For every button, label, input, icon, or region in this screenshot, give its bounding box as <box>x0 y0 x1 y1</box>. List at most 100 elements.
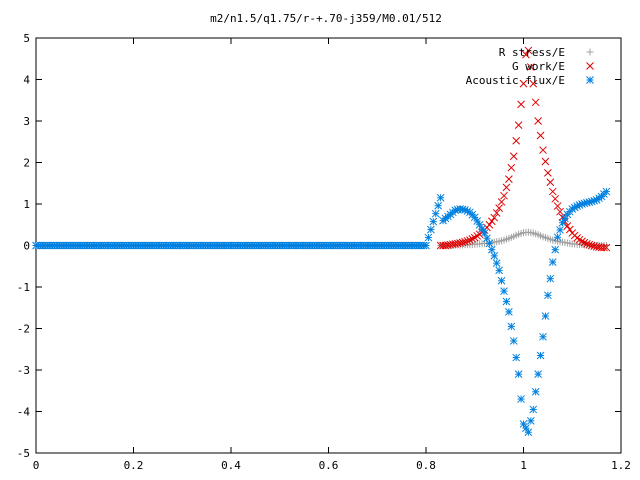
data-point <box>548 187 557 196</box>
data-point <box>519 79 528 88</box>
data-point <box>505 308 513 316</box>
data-point <box>526 416 535 425</box>
legend-label: G work/E <box>512 60 565 73</box>
data-point <box>458 238 467 247</box>
data-point <box>536 351 545 360</box>
data-point <box>509 337 518 345</box>
legend-label: Acoustic flux/E <box>466 74 565 87</box>
data-point <box>453 239 462 248</box>
data-point <box>470 213 479 222</box>
y-tick-label: -2 <box>17 323 30 336</box>
data-point <box>514 121 523 130</box>
plot-marks <box>32 46 611 437</box>
data-point <box>546 274 555 283</box>
data-point <box>587 197 596 206</box>
y-tick-label: 0 <box>23 240 30 253</box>
data-point <box>490 252 499 260</box>
data-point <box>517 395 525 403</box>
data-point <box>500 191 508 200</box>
data-point <box>544 291 552 300</box>
data-point <box>587 241 596 250</box>
data-point <box>502 183 511 192</box>
data-point <box>517 100 525 109</box>
data-point <box>539 332 547 341</box>
data-point <box>431 209 440 218</box>
data-point <box>490 213 499 222</box>
data-point <box>502 297 511 306</box>
x-tick-label: 0.4 <box>221 459 241 472</box>
data-point <box>544 169 552 177</box>
data-point <box>463 237 472 245</box>
data-point <box>434 201 443 210</box>
data-point <box>497 276 506 285</box>
data-point <box>556 207 564 216</box>
data-point <box>565 225 574 234</box>
legend-marker <box>586 62 594 70</box>
data-point <box>487 217 496 226</box>
data-point <box>602 187 611 196</box>
data-point <box>529 79 538 88</box>
legend-marker <box>586 76 594 84</box>
data-point <box>512 136 521 145</box>
data-point <box>541 157 550 166</box>
data-point <box>424 233 433 242</box>
series-2 <box>436 46 611 252</box>
data-point <box>526 63 535 71</box>
y-tick-label: 3 <box>23 115 30 128</box>
data-point <box>456 239 464 247</box>
data-point <box>492 259 501 267</box>
data-point <box>573 234 581 242</box>
data-point <box>427 225 435 234</box>
data-point <box>429 217 438 226</box>
data-point <box>436 193 445 202</box>
data-point <box>580 238 589 247</box>
data-point <box>505 175 513 183</box>
x-tick-label: 0.8 <box>416 459 436 472</box>
data-point <box>500 287 508 296</box>
x-tick-label: 0.2 <box>124 459 144 472</box>
data-point <box>546 178 555 187</box>
data-point <box>509 152 518 161</box>
data-point <box>541 312 550 320</box>
data-point <box>466 236 474 244</box>
data-point <box>487 245 496 254</box>
data-point <box>507 163 516 172</box>
data-point <box>553 233 562 242</box>
data-point <box>461 237 469 246</box>
x-tick-label: 1.2 <box>611 459 631 472</box>
data-point <box>551 245 560 254</box>
data-point <box>534 117 542 125</box>
data-point <box>531 98 540 107</box>
data-point <box>524 46 533 55</box>
data-point <box>485 220 494 229</box>
data-point <box>507 322 516 331</box>
data-point <box>473 217 482 225</box>
data-point <box>539 146 547 154</box>
x-tick-label: 1 <box>520 459 527 472</box>
data-point <box>497 198 506 206</box>
data-point <box>583 239 591 248</box>
data-point <box>514 370 523 379</box>
data-point <box>536 131 545 140</box>
chart-title: m2/n1.5/q1.75/r-+.70-j359/M0.01/512 <box>210 12 442 25</box>
data-point <box>492 209 501 217</box>
data-point <box>585 240 594 249</box>
data-point <box>524 428 533 437</box>
data-point <box>529 405 538 414</box>
data-point <box>556 226 564 234</box>
data-point <box>512 353 521 362</box>
legend-label: R stress/E <box>499 46 565 59</box>
axis-ticks: 0 0.2 0.4 0.6 0.8 1 1.2 5 4 3 2 1 0 -1 -2 -3 -4 -5 <box>17 32 631 472</box>
y-tick-label: -1 <box>17 281 30 294</box>
data-point <box>485 239 494 248</box>
data-point <box>602 243 611 252</box>
data-point <box>590 242 599 250</box>
data-point <box>468 235 477 243</box>
data-point <box>422 241 430 250</box>
y-tick-label: -4 <box>17 406 31 419</box>
data-point <box>600 243 608 252</box>
data-point <box>578 237 586 246</box>
y-tick-label: -3 <box>17 364 30 377</box>
